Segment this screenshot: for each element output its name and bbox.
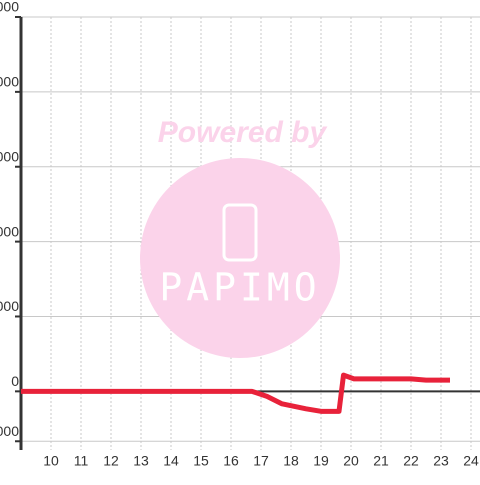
y-tick-label: 30,000	[0, 298, 19, 314]
y-tick-label: 0	[11, 373, 19, 389]
x-tick-label: 19	[313, 453, 329, 469]
watermark-text: Powered by	[158, 116, 328, 149]
x-tick-label: 12	[103, 453, 119, 469]
x-tick-label: 21	[373, 453, 389, 469]
x-tick-label: 24	[463, 453, 479, 469]
x-tick-label: 22	[403, 453, 419, 469]
watermark: Powered by PAPIMO	[140, 116, 340, 358]
x-tick-label: 18	[283, 453, 299, 469]
x-tick-label: 13	[133, 453, 149, 469]
y-tick-label: 60,000	[0, 223, 19, 239]
watermark-logo: PAPIMO	[159, 266, 320, 310]
y-tick-label: 90,000	[0, 148, 19, 164]
x-tick-label: 11	[74, 453, 89, 469]
x-tick-label: 20	[343, 453, 359, 469]
x-tick-label: 14	[163, 453, 179, 469]
x-tick-label: 17	[253, 453, 269, 469]
watermark-icon	[222, 203, 258, 262]
line-series	[21, 372, 450, 414]
x-tick-label: 16	[223, 453, 239, 469]
x-tick-label: 15	[193, 453, 209, 469]
y-tick-label: -20,000	[0, 423, 19, 439]
y-tick-label: 150,000	[0, 0, 19, 15]
watermark-circle	[140, 158, 340, 358]
y-tick-label: 120,000	[0, 74, 19, 90]
x-tick-label: 23	[433, 453, 449, 469]
x-tick-label: 10	[43, 453, 59, 469]
